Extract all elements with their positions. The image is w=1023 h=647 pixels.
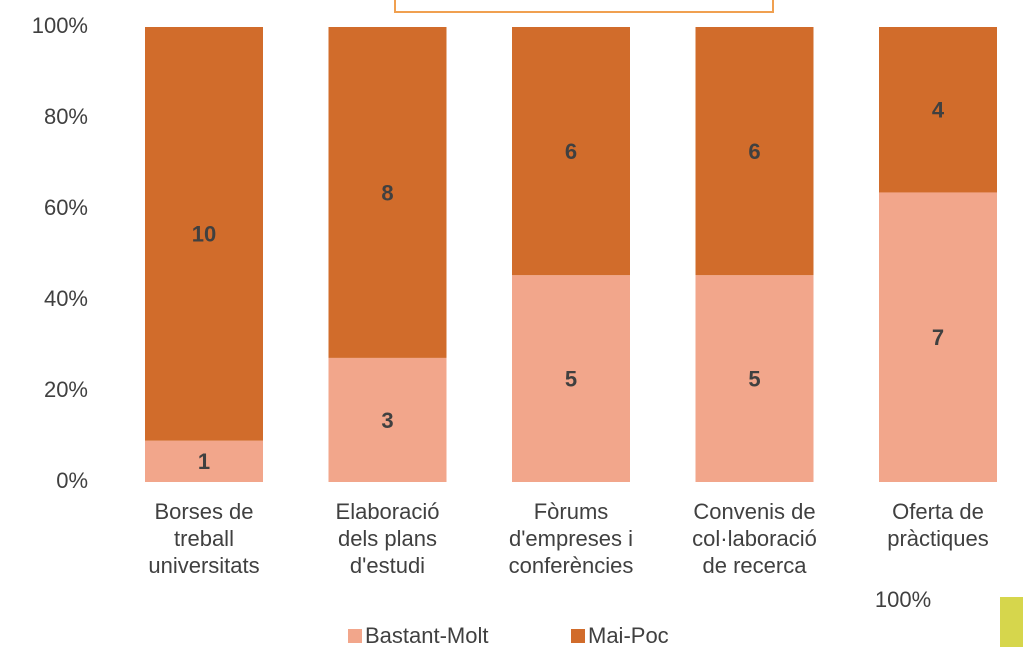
x-tick-label: Convenis de col·laboració de recerca	[692, 499, 817, 578]
bar-segment	[145, 27, 263, 441]
data-label: 5	[748, 366, 760, 391]
data-label: 7	[932, 325, 944, 350]
data-label: 6	[748, 139, 760, 164]
bar-segment	[512, 27, 630, 276]
legend-swatch	[571, 629, 585, 643]
data-label: 3	[381, 408, 393, 433]
legend-label: Mai-Poc	[588, 623, 669, 647]
bar-segment	[879, 27, 997, 193]
title-box	[394, 0, 774, 13]
bar-segment	[695, 27, 814, 276]
bar-segment	[328, 357, 447, 482]
y-tick-label: 80%	[44, 104, 88, 129]
bar-segment	[328, 27, 447, 358]
legend-swatch	[348, 629, 362, 643]
x-tick-label: Borses de treball universitats	[148, 499, 260, 578]
legend-label: Bastant-Molt	[365, 623, 489, 647]
data-label: 1	[198, 449, 210, 474]
x-tick-label: Elaboració dels plans d'estudi	[335, 499, 440, 578]
bar-segment	[145, 440, 263, 482]
y-tick-label: 60%	[44, 195, 88, 220]
y-tick-label: 0%	[56, 468, 88, 493]
bar-segment	[879, 192, 997, 483]
data-label: 6	[565, 139, 577, 164]
data-label: 10	[192, 222, 216, 247]
x-tick-label: Fòrums d'empreses i conferències	[508, 499, 634, 578]
x-tick-label: Oferta de pràctiques	[887, 499, 989, 551]
bar-segment	[512, 275, 630, 482]
bar-segment	[695, 275, 814, 482]
data-label: 8	[381, 180, 393, 205]
data-label: 4	[932, 98, 945, 123]
y-tick-label: 20%	[44, 377, 88, 402]
data-label: 5	[565, 366, 577, 391]
y-tick-label: 40%	[44, 286, 88, 311]
y-tick-label: 100%	[32, 13, 88, 38]
annotation: 100%	[875, 587, 931, 612]
side-block	[1000, 597, 1023, 647]
